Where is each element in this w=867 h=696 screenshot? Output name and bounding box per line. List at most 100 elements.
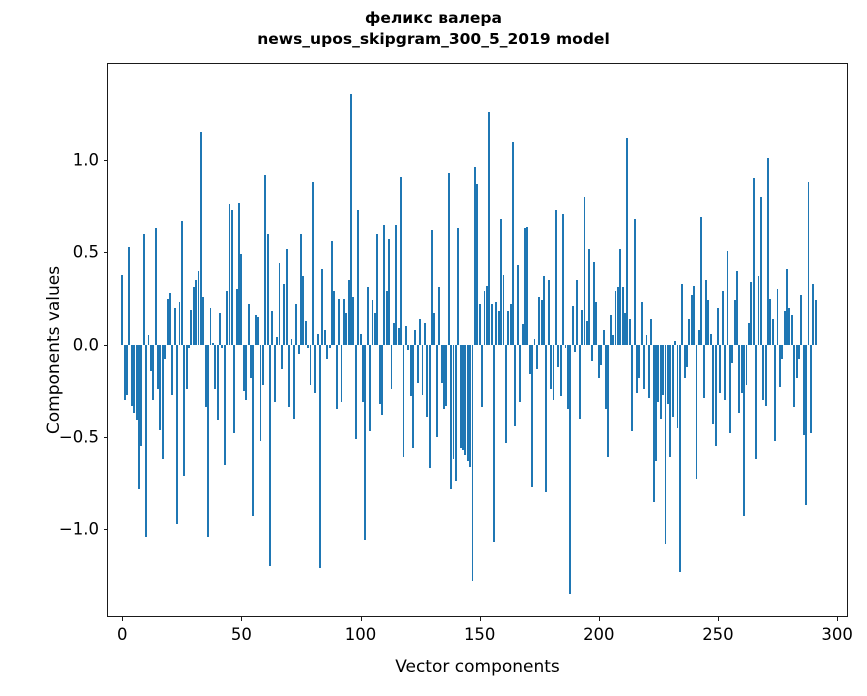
bar xyxy=(605,344,607,410)
bar xyxy=(204,344,207,408)
bar xyxy=(676,344,679,428)
bar xyxy=(616,287,619,345)
bar xyxy=(626,137,629,345)
bar xyxy=(276,337,279,345)
bar xyxy=(238,202,240,345)
bar xyxy=(628,318,631,345)
bar xyxy=(533,339,536,345)
bar xyxy=(443,344,445,410)
bar xyxy=(290,339,293,345)
bar xyxy=(280,344,283,369)
bar xyxy=(652,344,655,502)
bar xyxy=(578,344,581,419)
bar xyxy=(695,344,698,480)
bar xyxy=(190,309,193,345)
bar xyxy=(559,344,562,397)
bar xyxy=(340,344,343,402)
bar xyxy=(412,344,414,449)
bar xyxy=(755,344,758,460)
y-tick-label: −0.5 xyxy=(58,427,99,447)
bar xyxy=(619,248,622,345)
bar xyxy=(745,344,748,386)
bar xyxy=(693,285,696,345)
bar xyxy=(781,344,784,360)
bar xyxy=(152,344,155,401)
bar xyxy=(478,304,481,345)
bar xyxy=(614,291,617,345)
bar xyxy=(338,298,341,345)
bar xyxy=(159,344,162,430)
bar xyxy=(235,289,238,345)
bar xyxy=(178,302,181,345)
bar xyxy=(504,344,507,443)
bar xyxy=(169,292,171,345)
bar xyxy=(435,344,438,438)
x-tick-label: 0 xyxy=(117,625,128,644)
bar xyxy=(321,268,324,345)
bar xyxy=(421,344,424,395)
bar xyxy=(226,291,229,345)
x-tick-mark xyxy=(241,616,243,621)
bar xyxy=(149,344,152,371)
bar xyxy=(669,344,672,458)
bar xyxy=(254,315,257,345)
bar xyxy=(366,287,369,345)
bar xyxy=(457,228,460,345)
bar xyxy=(807,182,810,345)
bar xyxy=(681,283,684,345)
bar xyxy=(328,344,331,349)
bar xyxy=(447,172,450,345)
chart-title-line1: феликс валера xyxy=(365,9,502,27)
y-tick-label: 0.0 xyxy=(72,335,99,355)
x-tick-mark xyxy=(479,616,481,621)
bar xyxy=(285,248,288,345)
bar xyxy=(728,344,731,434)
bar xyxy=(569,344,572,594)
bar xyxy=(185,344,188,389)
x-tick-mark xyxy=(717,616,719,621)
bar xyxy=(719,344,722,393)
y-tick-mark xyxy=(103,529,108,531)
bar xyxy=(369,344,372,432)
bar xyxy=(726,250,729,345)
bar xyxy=(621,287,624,345)
bar xyxy=(359,333,362,345)
bar xyxy=(640,302,643,345)
bar xyxy=(600,344,603,365)
bar xyxy=(219,313,221,345)
bar xyxy=(192,287,195,345)
bar xyxy=(257,316,260,345)
bar xyxy=(142,233,145,345)
bar xyxy=(292,344,295,419)
bar xyxy=(502,274,505,345)
bar xyxy=(416,344,419,384)
bar xyxy=(230,209,233,345)
bar xyxy=(373,313,376,345)
bar xyxy=(705,280,707,345)
bar xyxy=(388,239,391,345)
bar xyxy=(709,333,712,345)
bar xyxy=(552,344,555,401)
y-tick-label: −1.0 xyxy=(58,519,99,539)
bar xyxy=(123,344,126,401)
bar xyxy=(271,311,274,345)
bar xyxy=(378,344,381,404)
bar xyxy=(211,342,214,345)
bar xyxy=(747,322,750,345)
bar xyxy=(657,344,660,402)
bar xyxy=(636,344,638,393)
bar xyxy=(145,344,148,537)
bar xyxy=(774,344,777,441)
bar xyxy=(126,344,128,395)
bar xyxy=(361,344,364,402)
bar xyxy=(566,344,569,410)
bar xyxy=(554,209,557,345)
bar xyxy=(376,233,379,345)
bar xyxy=(469,344,472,467)
bar xyxy=(438,287,441,345)
bar xyxy=(319,344,321,569)
bar xyxy=(786,268,788,345)
bar xyxy=(612,335,615,345)
bar xyxy=(473,167,476,345)
bar xyxy=(731,344,734,364)
